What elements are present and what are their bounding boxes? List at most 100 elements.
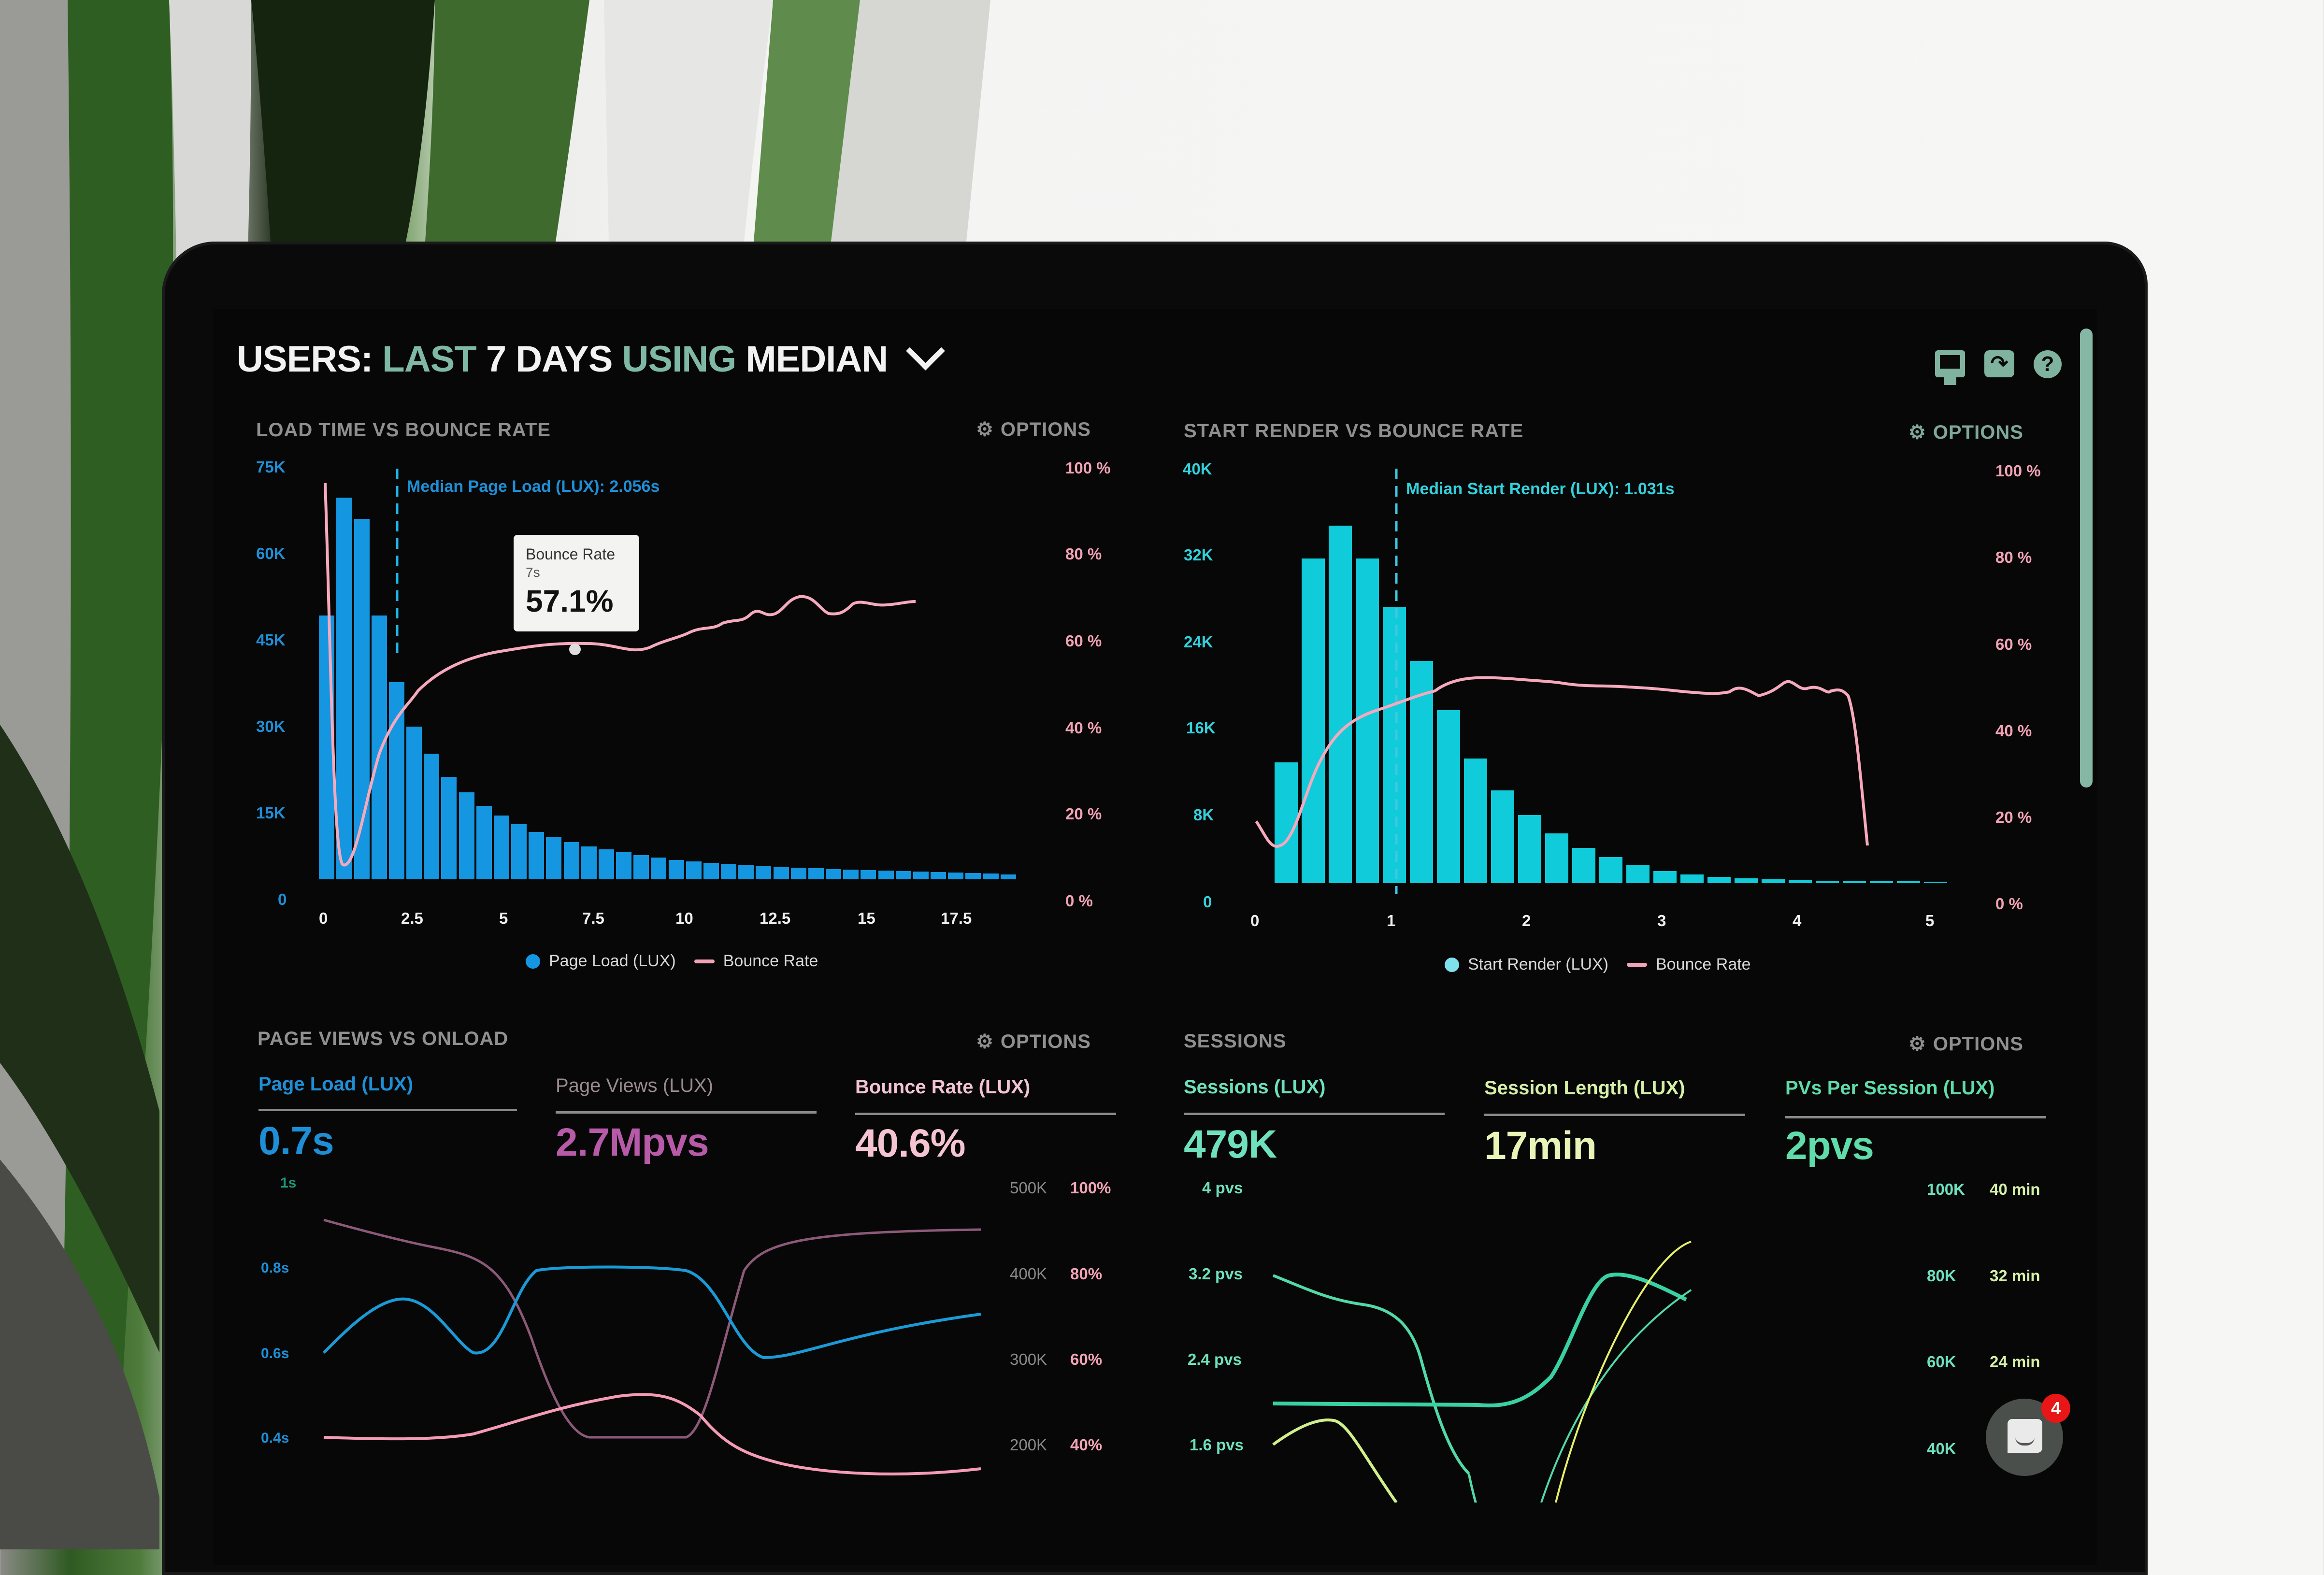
y-tick: 30K [256, 717, 286, 735]
chat-bubble-icon [2008, 1419, 2042, 1453]
panel-title-page-views: PAGE VIEWS VS ONLOAD [258, 1028, 509, 1049]
y2-tick: 80 % [1995, 548, 2032, 566]
panel-title-load-time: LOAD TIME VS BOUNCE RATE [256, 419, 551, 441]
y2-tick: 0 % [1065, 892, 1093, 910]
start-render-bars [1275, 526, 1947, 883]
y2-tick: 100% [1070, 1179, 1111, 1197]
options-button-page-views[interactable]: ⚙ OPTIONS [976, 1031, 1091, 1053]
y-tick: 3.2 pvs [1189, 1265, 1243, 1283]
legend-line-icon [694, 959, 715, 963]
legend-line-icon [1627, 962, 1647, 967]
options-label: OPTIONS [1000, 419, 1091, 440]
y-tick: 16K [1186, 719, 1216, 737]
metric-value-page-load: 0.7s [258, 1119, 334, 1163]
monitor-icon[interactable] [1935, 350, 1965, 385]
y-tick: 75K [256, 458, 286, 476]
gear-icon: ⚙ [976, 419, 994, 440]
legend-dot-icon [1445, 957, 1459, 972]
bounce-rate-line [324, 483, 916, 867]
y-tick: 45K [256, 631, 286, 649]
share-icon[interactable]: ↷ [1984, 350, 2014, 377]
title-days: 7 DAYS [486, 339, 613, 380]
x-tick: 5 [1925, 912, 1935, 930]
y2-tick: 40 min [1990, 1180, 2040, 1198]
x-tick: 0 [1250, 912, 1260, 930]
tooltip-value: 57.1% [526, 584, 614, 618]
x-tick: 4 [1793, 912, 1802, 930]
notification-badge: 4 [2041, 1394, 2070, 1423]
metric-label-page-views[interactable]: Page Views (LUX) [556, 1075, 714, 1096]
legend-item[interactable]: Bounce Rate [1656, 955, 1751, 974]
legend-dot-icon [526, 954, 540, 969]
median-page-load-label: Median Page Load (LUX): 2.056s [407, 477, 660, 496]
y-tick: 15K [256, 804, 286, 822]
y-mid-tick: 100K [1927, 1180, 1965, 1198]
y2-tick: 40 % [1995, 722, 2032, 740]
x-tick: 17.5 [941, 909, 972, 927]
load-time-chart[interactable] [316, 464, 1041, 908]
y-mid-tick: 80K [1927, 1267, 1956, 1285]
y-mid-tick: 300K [1010, 1350, 1047, 1368]
header-toolbar: ↷ ? [1935, 350, 2062, 385]
y-tick: 32K [1184, 546, 1213, 564]
divider [1184, 1113, 1445, 1115]
scrollbar[interactable] [2080, 329, 2093, 788]
dashboard-screen [213, 309, 2097, 1565]
x-tick: 5 [499, 909, 508, 927]
page-title[interactable]: USERS: LAST 7 DAYS USING MEDIAN [237, 331, 946, 380]
metric-value-session-length: 17min [1484, 1124, 1597, 1168]
options-button-sessions[interactable]: ⚙ OPTIONS [1908, 1033, 2023, 1055]
x-tick: 3 [1657, 912, 1666, 930]
y2-tick: 80% [1070, 1265, 1103, 1283]
options-button-load-time[interactable]: ⚙ OPTIONS [976, 418, 1091, 441]
bounce-rate-line [323, 1393, 981, 1475]
legend-item[interactable]: Bounce Rate [723, 952, 818, 970]
metric-label-page-load[interactable]: Page Load (LUX) [258, 1074, 414, 1095]
y-tick: 0.6s [261, 1346, 289, 1361]
metric-label-sessions[interactable]: Sessions (LUX) [1184, 1076, 1326, 1098]
metric-label-pvs-per-session[interactable]: PVs Per Session (LUX) [1785, 1077, 1995, 1099]
metric-value-bounce-rate: 40.6% [855, 1121, 966, 1165]
metric-label-session-length[interactable]: Session Length (LUX) [1484, 1077, 1685, 1099]
sessions-line [1273, 1273, 1687, 1408]
start-render-chart[interactable] [1251, 464, 1976, 908]
divider [1484, 1114, 1745, 1116]
start-render-legend: Start Render (LUX) Bounce Rate [1445, 955, 1751, 974]
page-views-chart[interactable] [319, 1184, 995, 1493]
y2-tick: 60 % [1065, 632, 1102, 650]
options-label: OPTIONS [1933, 1033, 2023, 1055]
y-tick: 4 pvs [1202, 1179, 1243, 1197]
title-users: USERS: [237, 339, 373, 380]
divider [855, 1113, 1116, 1115]
bounce-rate-line [1255, 676, 1869, 848]
y2-tick: 80 % [1065, 545, 1102, 563]
options-label: OPTIONS [1933, 422, 2023, 443]
y2-tick: 100 % [1065, 459, 1111, 477]
y2-tick: 40 % [1065, 719, 1102, 737]
options-button-start-render[interactable]: ⚙ OPTIONS [1908, 421, 2023, 444]
y-mid-tick: 60K [1927, 1353, 1956, 1371]
legend-item[interactable]: Start Render (LUX) [1468, 955, 1608, 974]
page-load-bars [319, 498, 1016, 879]
gear-icon: ⚙ [1908, 1033, 1926, 1055]
title-last: LAST [382, 339, 476, 380]
y-tick: 40K [1183, 460, 1212, 478]
session-length-line [1272, 1418, 1398, 1503]
x-tick: 10 [675, 909, 693, 927]
y-mid-tick: 40K [1927, 1440, 1956, 1458]
help-icon[interactable]: ? [2034, 350, 2062, 378]
panel-title-start-render: START RENDER VS BOUNCE RATE [1184, 420, 1524, 442]
y-tick: 24K [1184, 633, 1213, 651]
y2-tick: 0 % [1995, 895, 2023, 913]
metric-label-bounce-rate[interactable]: Bounce Rate (LUX) [855, 1076, 1031, 1098]
load-time-legend: Page Load (LUX) Bounce Rate [526, 952, 818, 971]
y2-tick: 24 min [1990, 1353, 2040, 1371]
x-tick: 12.5 [760, 909, 791, 927]
y-tick: 2.4 pvs [1188, 1350, 1242, 1368]
x-tick: 15 [858, 909, 875, 927]
page-load-line [322, 1265, 981, 1360]
sessions-chart[interactable] [1271, 1184, 1918, 1503]
legend-item[interactable]: Page Load (LUX) [549, 952, 676, 970]
tooltip-series: Bounce Rate [526, 545, 616, 563]
gear-icon: ⚙ [976, 1031, 994, 1052]
